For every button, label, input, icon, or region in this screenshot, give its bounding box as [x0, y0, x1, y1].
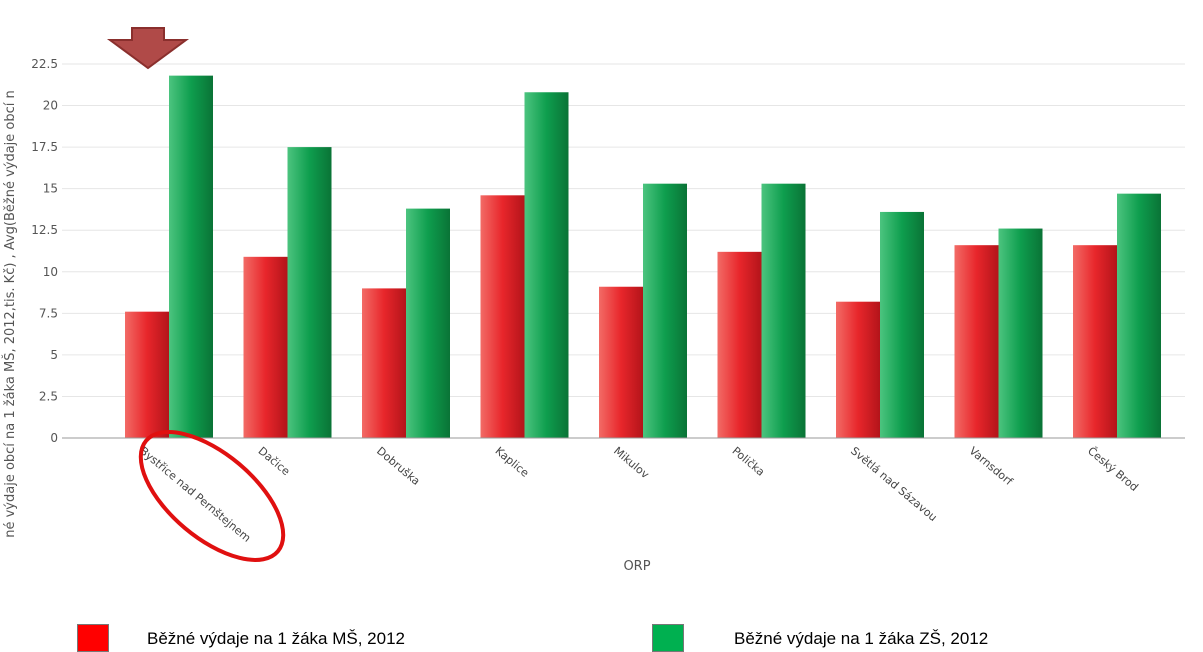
- legend-label-ms: Běžné výdaje na 1 žáka MŠ, 2012: [147, 629, 405, 648]
- y-tick-label: 20: [43, 99, 58, 113]
- bar-zs: [169, 75, 213, 438]
- y-tick-label: 17.5: [31, 140, 58, 154]
- x-tick-label: Varnsdorf: [967, 444, 1016, 488]
- bar-zs: [880, 211, 924, 438]
- legend-swatch-ms: [77, 624, 109, 652]
- bar-ms: [717, 251, 762, 438]
- x-axis-categories: Bystřice nad Pernštejnem Dačice Dobruška Ka…: [137, 444, 1141, 544]
- bar-ms: [599, 286, 643, 438]
- bar-zs: [761, 183, 806, 438]
- x-axis-title: ORP: [623, 559, 650, 574]
- bars: [125, 75, 1161, 438]
- y-axis-title: né výdaje obcí na 1 žáka MŠ, 2012,tis. K…: [2, 90, 18, 538]
- y-tick-label: 2.5: [39, 389, 58, 403]
- y-tick-label: 12.5: [31, 223, 58, 237]
- y-axis-ticks: 0 2.5 5 7.5 10 12.5 15 17.5 20 22.5: [31, 57, 58, 445]
- bar-zs: [1117, 193, 1161, 438]
- x-tick-label: Mikulov: [611, 444, 652, 481]
- highlight-ellipse: [138, 430, 286, 562]
- y-tick-label: 22.5: [31, 57, 58, 71]
- bar-ms: [125, 311, 169, 438]
- bar-ms: [1073, 245, 1117, 438]
- legend-label-zs: Běžné výdaje na 1 žáka ZŠ, 2012: [734, 629, 989, 648]
- bar-zs: [643, 183, 687, 438]
- y-tick-label: 10: [43, 265, 58, 279]
- x-tick-label: Český Brod: [1085, 444, 1141, 494]
- x-tick-label: Světlá nad Sázavou: [848, 444, 939, 524]
- legend-item-zs: Běžné výdaje na 1 žáka ZŠ, 2012: [652, 624, 988, 652]
- x-tick-label: Kaplice: [493, 444, 532, 480]
- bar-zs: [287, 147, 332, 438]
- legend-swatch-zs: [652, 624, 684, 652]
- bar-zs: [998, 228, 1043, 438]
- bar-ms: [480, 195, 525, 438]
- x-tick-label: Dačice: [256, 444, 293, 478]
- y-tick-label: 7.5: [39, 306, 58, 320]
- y-tick-label: 15: [43, 182, 58, 196]
- y-tick-label: 5: [50, 348, 58, 362]
- legend-item-ms: Běžné výdaje na 1 žáka MŠ, 2012: [77, 624, 405, 652]
- bar-ms: [836, 301, 880, 438]
- down-arrow-icon: [106, 27, 190, 70]
- bar-ms: [243, 256, 288, 438]
- x-tick-label: Polička: [730, 444, 768, 478]
- bar-ms: [362, 288, 406, 438]
- bar-ms: [954, 245, 999, 438]
- x-tick-label: Dobruška: [374, 444, 422, 488]
- bar-zs: [524, 92, 569, 438]
- y-tick-label: 0: [50, 431, 58, 445]
- bar-zs: [406, 208, 450, 438]
